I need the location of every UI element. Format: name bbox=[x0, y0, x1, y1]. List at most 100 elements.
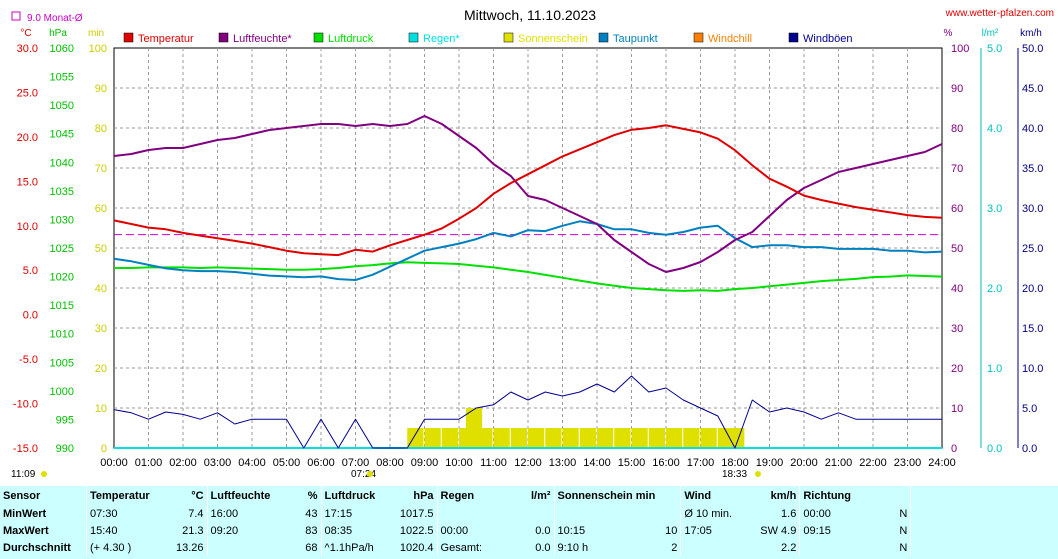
x-tick-label: 08:00 bbox=[376, 457, 404, 469]
pressure-tick-label: 1015 bbox=[50, 300, 74, 312]
legend-swatch bbox=[598, 32, 609, 43]
header-pressure-unit: hPa bbox=[413, 489, 434, 502]
statistics-panel: Sensor Temperatur °C Luftfeuchte % Luftd… bbox=[0, 486, 1058, 559]
header-sensor: Sensor bbox=[3, 489, 41, 502]
sunshine-bar bbox=[597, 428, 614, 448]
sunshine-bar bbox=[493, 428, 510, 448]
legend: Temperatur Luftfeuchte* Luftdruck Regen* Son… bbox=[123, 32, 853, 45]
sunshine-bar bbox=[424, 428, 441, 448]
sunset-time: 18:33 bbox=[722, 469, 747, 480]
x-tick-label: 05:00 bbox=[273, 457, 301, 469]
sunshine-tick-label: 50 bbox=[95, 243, 107, 255]
sunshine-tick-label: 100 bbox=[89, 43, 107, 55]
rain-max-time: 00:00 bbox=[436, 522, 508, 539]
sunshine-bar bbox=[648, 428, 665, 448]
rain-tick-label: 0.0 bbox=[987, 443, 1002, 455]
dir-max-value: N bbox=[899, 524, 908, 537]
sunrise-time: 07:24 bbox=[351, 469, 376, 480]
x-tick-label: 01:00 bbox=[135, 457, 163, 469]
unit-sunshine: min bbox=[88, 28, 104, 39]
pressure-tick-label: 1050 bbox=[50, 100, 74, 112]
temperature-tick-label: -15.0 bbox=[13, 443, 38, 455]
x-tick-label: 02:00 bbox=[169, 457, 197, 469]
sunshine-bar bbox=[510, 428, 527, 448]
legend-label: Temperatur bbox=[138, 33, 194, 45]
stats-spacer bbox=[910, 486, 1048, 505]
rain-tick-label: 3.0 bbox=[987, 203, 1002, 215]
temperature-tick-label: 5.0 bbox=[23, 265, 38, 277]
press-min-time: 17:15 bbox=[320, 505, 394, 522]
header-temperature: Temperatur bbox=[86, 486, 173, 505]
x-tick-label: 06:00 bbox=[307, 457, 335, 469]
temp-max-value: 21.3 bbox=[182, 524, 204, 537]
row-label: MinWert bbox=[3, 507, 47, 520]
sunshine-bar bbox=[407, 428, 424, 448]
pressure-tick-label: 1060 bbox=[50, 43, 74, 55]
temperature-tick-label: 10.0 bbox=[17, 221, 38, 233]
wind-tick-label: 30.0 bbox=[1022, 203, 1043, 215]
dir-max-time: 09:15 bbox=[799, 522, 887, 539]
dir-min-value: N bbox=[899, 507, 908, 520]
sun-max-value: 10 bbox=[665, 524, 678, 537]
sun-max-time: 10:15 bbox=[553, 522, 659, 539]
pressure-tick-label: 990 bbox=[56, 443, 74, 455]
pressure-tick-label: 1020 bbox=[50, 272, 74, 284]
legend-swatch bbox=[408, 32, 419, 43]
sunshine-tick-label: 30 bbox=[95, 323, 107, 335]
x-tick-label: 20:00 bbox=[790, 457, 818, 469]
chart-title: Mittwoch, 11.10.2023 bbox=[464, 7, 596, 23]
x-tick-label: 16:00 bbox=[652, 457, 680, 469]
sun-min-time bbox=[553, 505, 659, 522]
wind-tick-label: 40.0 bbox=[1022, 123, 1043, 135]
pressure-tick-label: 1030 bbox=[50, 214, 74, 226]
header-direction-value bbox=[886, 486, 911, 505]
wind-tick-label: 5.0 bbox=[1022, 403, 1037, 415]
statistics-table: Sensor Temperatur °C Luftfeuchte % Luftd… bbox=[0, 486, 1048, 556]
humidity-tick-label: 0 bbox=[951, 443, 957, 455]
rain-min-time bbox=[436, 505, 508, 522]
legend-label: Windböen bbox=[803, 33, 853, 45]
header-sunshine: Sonnenschein min bbox=[553, 486, 659, 505]
sunshine-tick-label: 20 bbox=[95, 363, 107, 375]
temperature-tick-label: -5.0 bbox=[19, 354, 38, 366]
header-direction: Richtung bbox=[799, 486, 887, 505]
x-tick-label: 07:00 bbox=[342, 457, 370, 469]
temp-min-value: 7.4 bbox=[188, 507, 204, 520]
pressure-tick-label: 1040 bbox=[50, 157, 74, 169]
site-url[interactable]: www.wetter-pfalzen.com bbox=[945, 8, 1054, 19]
wind-tick-label: 0.0 bbox=[1022, 443, 1037, 455]
hum-avg-time bbox=[206, 539, 294, 556]
legend-label: Taupunkt bbox=[613, 33, 658, 45]
hum-max-value: 83 bbox=[305, 524, 318, 537]
dir-avg-time bbox=[799, 539, 887, 556]
sunshine-tick-label: 40 bbox=[95, 283, 107, 295]
humidity-tick-label: 90 bbox=[951, 83, 963, 95]
sunshine-tick-label: 60 bbox=[95, 203, 107, 215]
sunshine-bar bbox=[614, 428, 631, 448]
humidity-tick-label: 100 bbox=[951, 43, 969, 55]
wind-max-value: SW 4.9 bbox=[760, 524, 797, 537]
rain-tick-label: 1.0 bbox=[987, 363, 1002, 375]
series-line-windböen bbox=[113, 375, 942, 449]
rain-total-value: 0.0 bbox=[535, 541, 551, 554]
monthly-avg-swatch bbox=[11, 11, 21, 21]
x-tick-label: 04:00 bbox=[238, 457, 266, 469]
temperature-tick-label: 0.0 bbox=[23, 310, 38, 322]
legend-swatch bbox=[693, 32, 704, 43]
wind-tick-label: 10.0 bbox=[1022, 363, 1043, 375]
humidity-tick-label: 60 bbox=[951, 203, 963, 215]
hum-max-time: 09:20 bbox=[206, 522, 294, 539]
header-wind-unit: km/h bbox=[770, 489, 797, 502]
unit-pressure: hPa bbox=[49, 28, 67, 39]
hum-min-value: 43 bbox=[305, 507, 318, 520]
x-tick-label: 21:00 bbox=[825, 457, 853, 469]
temperature-tick-label: 15.0 bbox=[17, 176, 38, 188]
legend-swatch bbox=[503, 32, 514, 43]
header-humidity-unit: % bbox=[307, 489, 318, 502]
legend-label: Luftfeuchte* bbox=[233, 33, 292, 45]
wind-avg-time bbox=[680, 539, 756, 556]
pressure-tick-label: 1000 bbox=[50, 386, 74, 398]
sunshine-bar bbox=[476, 428, 493, 448]
header-sunshine-value bbox=[658, 486, 681, 505]
header-rain-unit: l/m² bbox=[530, 489, 551, 502]
